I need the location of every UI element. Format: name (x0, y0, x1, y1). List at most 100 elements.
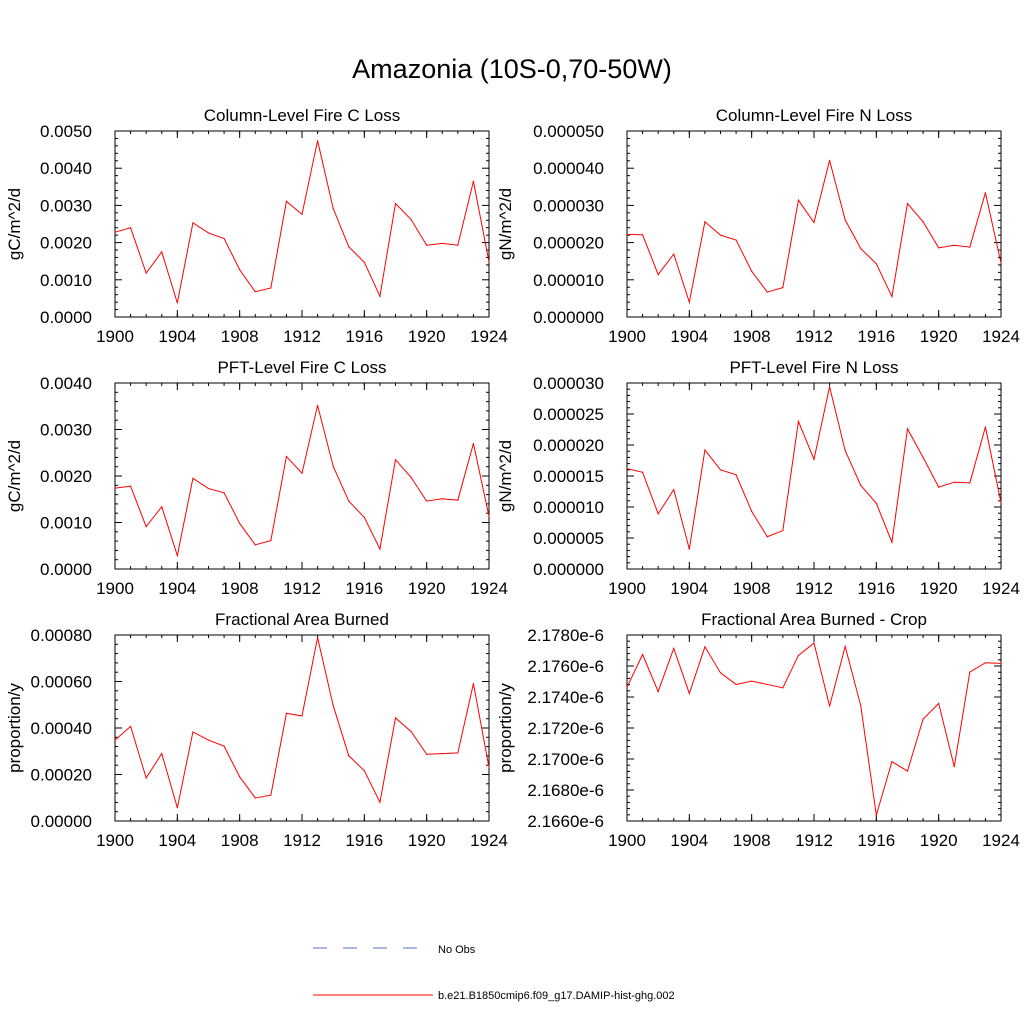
y-tick-label: 0.0050 (40, 122, 92, 141)
data-point (332, 465, 334, 467)
x-tick-label: 1920 (920, 327, 958, 346)
series-line-model (114, 140, 490, 304)
panel-title: PFT-Level Fire C Loss (217, 358, 386, 377)
y-tick-label: 0.0000 (40, 308, 92, 327)
data-point (410, 476, 412, 478)
data-point (270, 794, 272, 796)
x-tick-label: 1912 (283, 327, 321, 346)
data-point (129, 485, 132, 487)
data-point (813, 458, 815, 460)
data-point (254, 797, 256, 799)
y-tick-label: 0.000010 (533, 498, 604, 517)
data-point (316, 140, 319, 142)
data-point (145, 272, 147, 274)
data-point (626, 233, 628, 236)
data-point (410, 218, 412, 221)
data-point (379, 548, 381, 550)
data-point (704, 449, 706, 451)
x-tick-label: 1904 (158, 579, 196, 598)
data-point (426, 244, 428, 246)
data-point (426, 500, 428, 502)
plot-frame (114, 382, 490, 570)
data-point (301, 715, 303, 717)
data-point (688, 692, 690, 695)
data-point (969, 482, 971, 484)
data-point (938, 247, 940, 249)
plot-frame (114, 634, 490, 822)
data-point (641, 234, 644, 236)
data-point (844, 449, 846, 452)
data-point (254, 544, 256, 546)
data-point (176, 554, 178, 557)
y-tick-label: 0.0000 (40, 560, 92, 579)
data-point (348, 246, 350, 248)
data-point (192, 477, 194, 479)
y-tick-label: 0.000030 (533, 374, 604, 393)
data-point (828, 386, 831, 388)
data-point (1000, 662, 1002, 664)
data-point (922, 221, 924, 223)
data-point (207, 487, 210, 490)
data-point (472, 442, 475, 445)
y-axis-label: proportion/y (496, 683, 515, 773)
x-tick-label: 1912 (283, 579, 321, 598)
data-point (457, 244, 459, 246)
x-tick-label: 1916 (857, 831, 895, 850)
data-point (316, 404, 319, 406)
y-tick-label: 0.00060 (31, 673, 92, 692)
data-point (813, 642, 815, 644)
data-point (844, 645, 846, 648)
data-point (673, 647, 675, 649)
data-point (735, 683, 737, 686)
x-tick-label: 1924 (470, 831, 508, 850)
panel-title: Column-Level Fire N Loss (716, 106, 913, 125)
data-point (488, 766, 490, 769)
x-tick-label: 1900 (608, 579, 646, 598)
x-tick-label: 1900 (608, 831, 646, 850)
y-axis-label: proportion/y (5, 683, 24, 773)
data-point (114, 487, 116, 489)
data-point (161, 752, 163, 755)
y-tick-label: 0.00020 (31, 766, 92, 785)
y-tick-label: 2.1720e-6 (527, 719, 604, 738)
y-tick-label: 0.00040 (31, 719, 92, 738)
data-point (953, 765, 955, 768)
y-tick-label: 2.1700e-6 (527, 750, 604, 769)
x-tick-label: 1900 (96, 327, 134, 346)
chart-panel-3: 1900 1904 1908 1912 1916 1920 1924 0.0000 0.0010… (5, 358, 508, 598)
y-tick-label: 2.1660e-6 (527, 812, 604, 831)
data-point (285, 712, 288, 714)
data-point (457, 752, 459, 754)
data-point (626, 467, 628, 470)
data-point (922, 456, 924, 458)
x-tick-label: 1924 (982, 831, 1020, 850)
data-point (285, 200, 288, 202)
x-tick-label: 1900 (96, 579, 134, 598)
y-tick-label: 0.000020 (533, 436, 604, 455)
data-point (1000, 502, 1002, 504)
data-point (223, 745, 225, 747)
data-point (239, 269, 241, 271)
chart-panel-2: 1900 1904 1908 1912 1916 1920 1924 0.000000 0.00… (496, 106, 1020, 346)
y-tick-label: 0.000000 (533, 308, 604, 327)
x-tick-label: 1916 (857, 579, 895, 598)
data-point (984, 662, 987, 664)
data-point (379, 801, 381, 803)
data-point (348, 500, 350, 502)
y-tick-label: 0.000020 (533, 234, 604, 253)
y-axis-label: gN/m^2/d (496, 440, 515, 512)
x-tick-label: 1916 (345, 579, 383, 598)
x-tick-label: 1924 (982, 327, 1020, 346)
data-point (441, 242, 443, 244)
data-point (348, 755, 350, 757)
x-tick-label: 1904 (670, 831, 708, 850)
data-point (145, 526, 147, 528)
data-point (751, 680, 753, 682)
data-point (161, 251, 163, 253)
series-line-model (114, 637, 490, 808)
data-point (844, 219, 846, 221)
data-point (239, 776, 241, 778)
panel-title: Fractional Area Burned - Crop (701, 610, 927, 629)
series-line-model (626, 642, 1002, 816)
data-point (751, 510, 753, 512)
